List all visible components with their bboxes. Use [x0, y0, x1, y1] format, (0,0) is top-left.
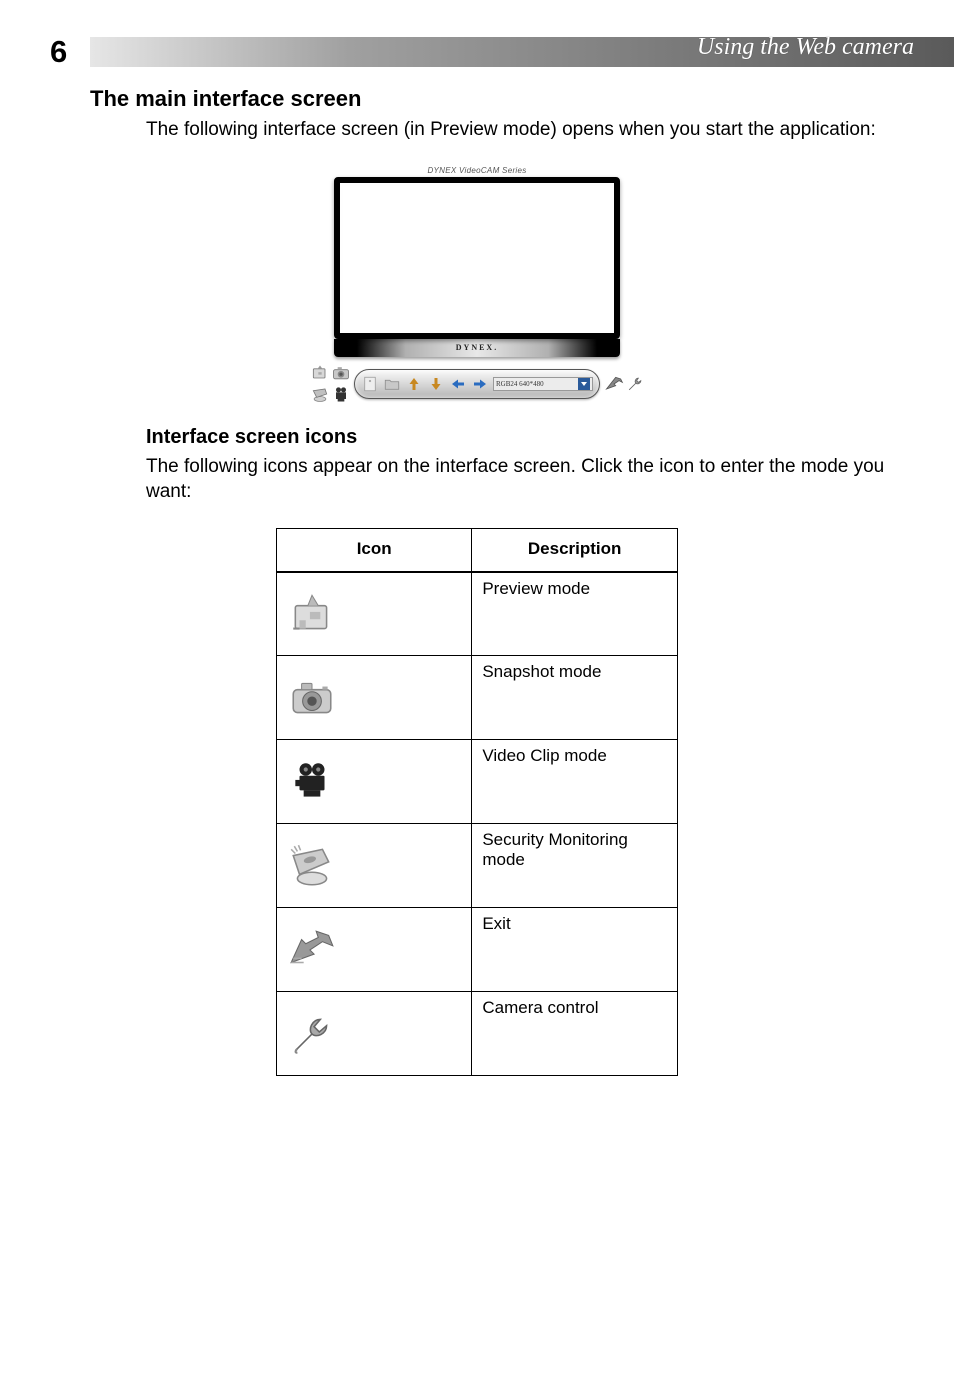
table-row: Preview mode	[277, 572, 678, 656]
right-side-icons	[602, 374, 646, 394]
desc-cell: Camera control	[472, 992, 678, 1076]
snapshot-mode-icon[interactable]	[331, 363, 351, 383]
section-intro: The following interface screen (in Previ…	[146, 118, 904, 142]
exit-icon[interactable]	[604, 374, 624, 394]
table-row: Security Monitoring mode	[277, 824, 678, 908]
document-icon[interactable]	[361, 375, 379, 393]
arrow-left-icon[interactable]	[449, 375, 467, 393]
page-number: 6	[0, 34, 90, 70]
table-row: Camera control	[277, 992, 678, 1076]
header-title: Using the Web camera	[697, 34, 914, 61]
icon-cell-videoclip	[277, 740, 472, 824]
videoclip-mode-icon[interactable]	[331, 384, 351, 404]
table-row: Video Clip mode	[277, 740, 678, 824]
preview-frame	[334, 177, 620, 339]
wrench-icon	[287, 1011, 337, 1057]
security-mode-icon	[287, 843, 337, 889]
arrow-up-icon[interactable]	[405, 375, 423, 393]
videoclip-mode-icon	[287, 759, 337, 805]
col-header-desc: Description	[472, 528, 678, 572]
preview-caption: DYNEX VideoCAM Series	[302, 166, 652, 175]
interface-preview-figure: DYNEX VideoCAM Series DYNEX.	[302, 166, 652, 404]
table-row: Exit	[277, 908, 678, 992]
icon-cell-preview	[277, 572, 472, 656]
desc-cell: Snapshot mode	[472, 656, 678, 740]
exit-icon	[287, 927, 337, 973]
snapshot-mode-icon	[287, 675, 337, 721]
left-side-icons	[308, 363, 352, 404]
icon-description-table: Icon Description Preview mode Snapshot m…	[276, 528, 678, 1077]
preview-mode-icon[interactable]	[310, 363, 330, 383]
security-mode-icon[interactable]	[310, 384, 330, 404]
table-row: Snapshot mode	[277, 656, 678, 740]
dropdown-arrow-icon	[578, 378, 590, 390]
brand-bar: DYNEX.	[334, 339, 620, 357]
toolbar-row: RGB24 640*480	[302, 363, 652, 404]
settings-wrench-icon[interactable]	[625, 374, 645, 394]
icon-cell-camera-control	[277, 992, 472, 1076]
subsection-heading: Interface screen icons	[146, 426, 954, 449]
arrow-down-icon[interactable]	[427, 375, 445, 393]
folder-icon[interactable]	[383, 375, 401, 393]
icon-cell-snapshot	[277, 656, 472, 740]
page-header: 6 Using the Web camera	[0, 32, 954, 72]
icon-cell-exit	[277, 908, 472, 992]
desc-cell: Security Monitoring mode	[472, 824, 678, 908]
desc-cell: Video Clip mode	[472, 740, 678, 824]
resolution-dropdown[interactable]: RGB24 640*480	[493, 377, 593, 391]
desc-cell: Preview mode	[472, 572, 678, 656]
icon-cell-security	[277, 824, 472, 908]
section-heading: The main interface screen	[90, 86, 954, 112]
preview-mode-icon	[287, 591, 337, 637]
resolution-dropdown-label: RGB24 640*480	[496, 380, 544, 388]
table-header-row: Icon Description	[277, 528, 678, 572]
subsection-intro: The following icons appear on the interf…	[146, 455, 904, 504]
toolbar-bar: RGB24 640*480	[354, 369, 600, 399]
arrow-right-icon[interactable]	[471, 375, 489, 393]
desc-cell: Exit	[472, 908, 678, 992]
preview-inner	[343, 186, 611, 330]
col-header-icon: Icon	[277, 528, 472, 572]
